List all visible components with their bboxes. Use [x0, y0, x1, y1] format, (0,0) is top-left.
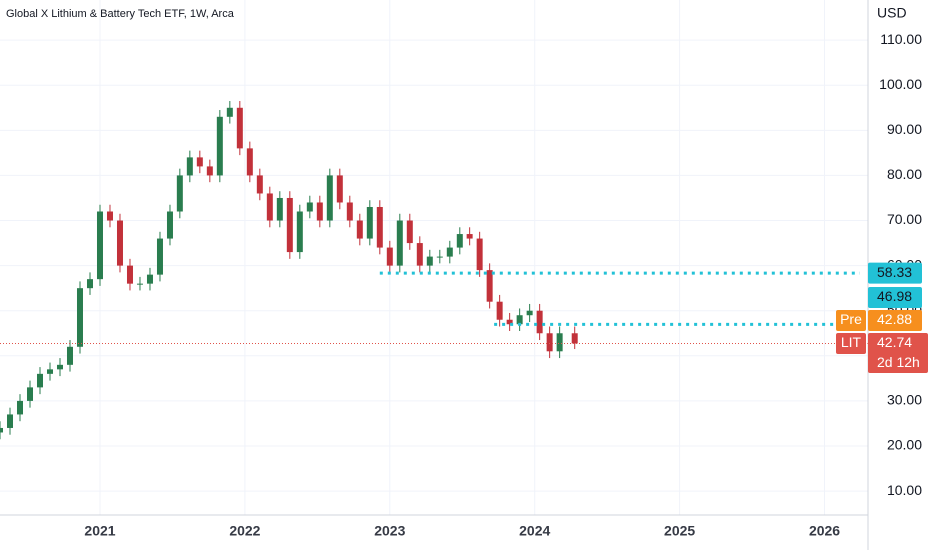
candle-body — [0, 427, 3, 433]
candle-body — [46, 369, 53, 374]
candle-body — [216, 116, 223, 176]
candle-body — [206, 166, 213, 176]
candle-body — [346, 202, 353, 221]
candle-body — [526, 310, 533, 316]
chart-title: Global X Lithium & Battery Tech ETF, 1W,… — [6, 8, 235, 20]
price-tag-label-box — [836, 309, 866, 331]
candle-body — [136, 283, 143, 285]
candle-body — [246, 148, 253, 176]
candle-body — [56, 364, 63, 370]
y-tick-label: 20.00 — [887, 437, 922, 453]
candle-body — [186, 157, 193, 176]
candle-body — [366, 206, 373, 239]
price-tag-label: LIT — [841, 334, 862, 350]
candle-body — [386, 247, 393, 266]
price-tag-value: 42.88 — [877, 311, 912, 327]
candle-body — [356, 220, 363, 239]
candle-body — [376, 206, 383, 248]
candle-body — [336, 175, 343, 203]
candle-body — [466, 234, 473, 239]
price-tag-label-box — [836, 332, 866, 354]
candle-body — [446, 247, 453, 257]
candle-body — [226, 107, 233, 117]
candle-body — [571, 333, 578, 344]
y-tick-label: 10.00 — [887, 482, 922, 498]
candle-body — [256, 175, 263, 194]
candle-body — [536, 310, 543, 334]
candle-body — [266, 193, 273, 221]
candle-body — [556, 333, 563, 352]
price-tag — [868, 309, 922, 331]
y-tick-label: 70.00 — [887, 211, 922, 227]
x-tick-label: 2022 — [229, 523, 260, 539]
price-tag — [868, 262, 922, 284]
countdown: 2d 12h — [877, 354, 920, 370]
candle-body — [326, 175, 333, 221]
candle-body — [196, 157, 203, 167]
candle-body — [496, 301, 503, 320]
candle-body — [486, 270, 493, 302]
x-tick-label: 2023 — [374, 523, 405, 539]
candle-body — [166, 211, 173, 239]
candle-body — [286, 197, 293, 253]
candle-body — [436, 256, 443, 258]
plot-area — [0, 101, 868, 440]
candle-body — [6, 414, 13, 428]
candle-body — [546, 333, 553, 352]
price-tag — [868, 332, 928, 373]
candle-body — [506, 319, 513, 325]
candle-body — [176, 175, 183, 212]
price-tag-value: 42.74 — [877, 334, 912, 350]
candle-body — [306, 202, 313, 212]
price-tag-value: 58.33 — [877, 264, 912, 280]
candle-body — [296, 211, 303, 253]
candle-body — [456, 234, 463, 248]
candle-body — [86, 279, 93, 289]
candle-body — [156, 238, 163, 275]
candle-body — [416, 243, 423, 266]
candle-body — [316, 202, 323, 221]
x-tick-label: 2021 — [84, 523, 115, 539]
y-tick-label: 90.00 — [887, 121, 922, 137]
x-tick-label: 2024 — [519, 523, 550, 539]
y-tick-label: 110.00 — [880, 31, 922, 47]
candle-body — [16, 400, 23, 415]
x-tick-label: 2026 — [809, 523, 840, 539]
candle-body — [426, 256, 433, 266]
candle-body — [276, 197, 283, 221]
candle-body — [396, 220, 403, 266]
candle-body — [66, 346, 73, 365]
candle-body — [116, 220, 123, 266]
y-tick-label: 30.00 — [887, 392, 922, 408]
price-tag-label: Pre — [840, 311, 862, 327]
candle-body — [406, 220, 413, 244]
candle-body — [126, 265, 133, 284]
candle-body — [146, 274, 153, 284]
candle-body — [106, 211, 113, 221]
price-tag — [868, 286, 922, 308]
y-tick-label: 80.00 — [887, 166, 922, 182]
candle-body — [236, 107, 243, 149]
candle-body — [36, 373, 43, 388]
candle-body — [516, 315, 523, 325]
x-tick-label: 2025 — [664, 523, 695, 539]
candle-body — [76, 288, 83, 347]
price-tag-value: 46.98 — [877, 288, 912, 304]
currency: USD — [877, 5, 907, 21]
candle-body — [96, 211, 103, 280]
y-tick-label: 100.00 — [879, 76, 922, 92]
candle-body — [26, 387, 33, 401]
candle-body — [476, 238, 483, 271]
